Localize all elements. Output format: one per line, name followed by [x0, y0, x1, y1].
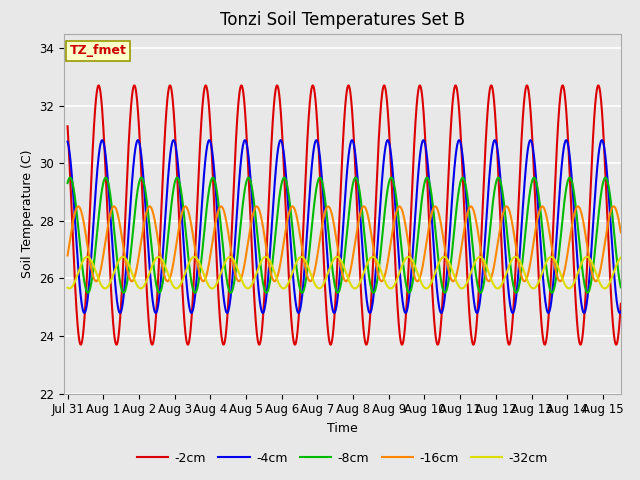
X-axis label: Time: Time: [327, 422, 358, 435]
-4cm: [607, 216, 614, 222]
Title: Tonzi Soil Temperatures Set B: Tonzi Soil Temperatures Set B: [220, 11, 465, 29]
-8cm: [276, 191, 284, 196]
-8cm: [173, 175, 181, 180]
Y-axis label: Soil Temperature (C): Soil Temperature (C): [20, 149, 34, 278]
-32cm: [300, 255, 308, 261]
-8cm: [584, 290, 591, 296]
-16cm: [64, 252, 72, 258]
-2cm: [255, 342, 263, 348]
Legend: -2cm, -4cm, -8cm, -16cm, -32cm: -2cm, -4cm, -8cm, -16cm, -32cm: [132, 447, 553, 469]
-2cm: [64, 123, 72, 129]
-8cm: [617, 285, 625, 290]
-32cm: [160, 260, 168, 265]
-32cm: [119, 254, 127, 260]
-4cm: [127, 195, 134, 201]
-16cm: [276, 263, 284, 269]
-32cm: [547, 254, 554, 260]
-16cm: [547, 237, 554, 242]
-8cm: [127, 251, 134, 257]
-4cm: [491, 137, 499, 143]
-16cm: [300, 257, 308, 263]
-4cm: [300, 274, 308, 280]
-16cm: [160, 270, 168, 276]
-2cm: [617, 301, 625, 307]
-32cm: [64, 285, 72, 290]
-2cm: [159, 159, 167, 165]
-32cm: [607, 278, 614, 284]
-32cm: [276, 283, 284, 288]
-2cm: [300, 212, 308, 217]
-2cm: [607, 278, 614, 284]
-32cm: [617, 255, 625, 261]
-8cm: [547, 288, 554, 294]
-4cm: [276, 138, 284, 144]
-4cm: [81, 310, 88, 316]
-16cm: [127, 277, 134, 283]
-32cm: [458, 286, 466, 291]
Line: -4cm: -4cm: [68, 140, 621, 313]
-4cm: [64, 139, 72, 144]
Line: -2cm: -2cm: [68, 85, 621, 345]
-8cm: [159, 275, 167, 281]
-2cm: [547, 281, 554, 287]
-16cm: [556, 278, 564, 284]
-2cm: [595, 83, 602, 88]
-2cm: [127, 108, 134, 114]
-8cm: [607, 194, 614, 200]
-4cm: [547, 303, 554, 309]
-2cm: [276, 98, 284, 104]
-8cm: [64, 180, 72, 186]
-4cm: [160, 239, 168, 244]
Text: TZ_fmet: TZ_fmet: [70, 44, 127, 58]
-16cm: [617, 229, 625, 235]
-8cm: [300, 287, 308, 293]
-32cm: [127, 267, 134, 273]
Line: -32cm: -32cm: [68, 257, 621, 288]
-16cm: [146, 204, 154, 209]
Line: -16cm: -16cm: [68, 206, 621, 281]
-4cm: [617, 309, 625, 314]
Line: -8cm: -8cm: [68, 178, 621, 293]
-16cm: [607, 210, 614, 216]
